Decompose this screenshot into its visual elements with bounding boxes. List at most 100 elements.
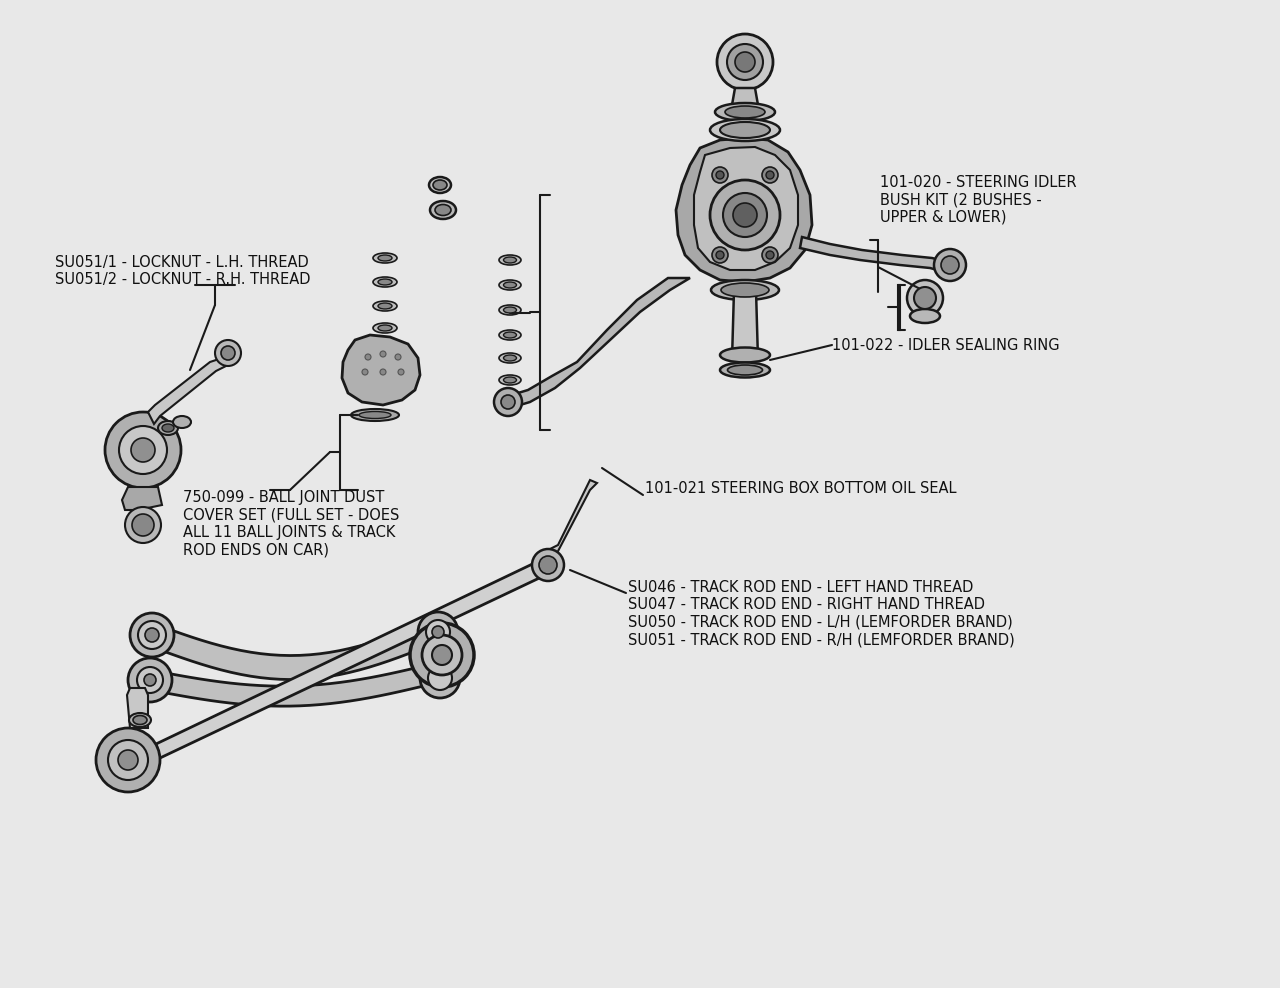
Circle shape	[710, 180, 780, 250]
Ellipse shape	[719, 363, 771, 377]
Circle shape	[934, 249, 966, 281]
Ellipse shape	[719, 122, 771, 138]
Circle shape	[433, 626, 444, 638]
Polygon shape	[342, 335, 420, 405]
Ellipse shape	[378, 303, 392, 309]
Circle shape	[96, 728, 160, 792]
Text: SU046 - TRACK ROD END - LEFT HAND THREAD
SU047 - TRACK ROD END - RIGHT HAND THRE: SU046 - TRACK ROD END - LEFT HAND THREAD…	[628, 580, 1015, 647]
Text: 101-021 STEERING BOX BOTTOM OIL SEAL: 101-021 STEERING BOX BOTTOM OIL SEAL	[645, 481, 956, 496]
Ellipse shape	[503, 307, 517, 313]
Circle shape	[396, 354, 401, 360]
Ellipse shape	[430, 201, 456, 219]
Ellipse shape	[372, 253, 397, 263]
Circle shape	[422, 635, 462, 675]
Circle shape	[908, 280, 943, 316]
Circle shape	[433, 645, 452, 665]
Ellipse shape	[727, 365, 763, 375]
Polygon shape	[548, 480, 596, 555]
Circle shape	[365, 354, 371, 360]
Ellipse shape	[710, 280, 780, 300]
Ellipse shape	[503, 257, 517, 263]
Ellipse shape	[719, 348, 771, 363]
Circle shape	[717, 34, 773, 90]
Circle shape	[712, 247, 728, 263]
Text: 101-020 - STEERING IDLER
BUSH KIT (2 BUSHES -
UPPER & LOWER): 101-020 - STEERING IDLER BUSH KIT (2 BUS…	[881, 175, 1076, 225]
Ellipse shape	[724, 106, 765, 118]
Circle shape	[941, 256, 959, 274]
Circle shape	[762, 167, 778, 183]
Ellipse shape	[433, 180, 447, 190]
Circle shape	[539, 556, 557, 574]
Circle shape	[733, 203, 756, 227]
Circle shape	[716, 171, 724, 179]
Ellipse shape	[499, 280, 521, 290]
Circle shape	[532, 549, 564, 581]
Ellipse shape	[358, 411, 390, 419]
Circle shape	[221, 346, 236, 360]
Ellipse shape	[716, 103, 774, 121]
Circle shape	[215, 340, 241, 366]
Polygon shape	[694, 147, 797, 270]
Circle shape	[410, 623, 474, 687]
Ellipse shape	[499, 353, 521, 363]
Circle shape	[500, 395, 515, 409]
Circle shape	[118, 750, 138, 770]
Polygon shape	[150, 662, 440, 706]
Circle shape	[419, 612, 458, 652]
Ellipse shape	[378, 325, 392, 331]
Text: SU051/1 - LOCKNUT - L.H. THREAD
SU051/2 - LOCKNUT - R.H. THREAD: SU051/1 - LOCKNUT - L.H. THREAD SU051/2 …	[55, 255, 311, 288]
Polygon shape	[676, 138, 812, 282]
Ellipse shape	[129, 713, 151, 727]
Circle shape	[132, 514, 154, 536]
Polygon shape	[732, 290, 758, 360]
Ellipse shape	[372, 323, 397, 333]
Ellipse shape	[721, 283, 769, 297]
Circle shape	[712, 167, 728, 183]
Ellipse shape	[503, 377, 517, 383]
Circle shape	[119, 426, 166, 474]
Circle shape	[131, 438, 155, 462]
Circle shape	[723, 193, 767, 237]
Ellipse shape	[163, 424, 174, 432]
Ellipse shape	[133, 715, 147, 724]
Circle shape	[143, 674, 156, 686]
Polygon shape	[122, 487, 163, 510]
Circle shape	[765, 251, 774, 259]
Polygon shape	[800, 237, 948, 272]
Ellipse shape	[372, 301, 397, 311]
Circle shape	[105, 412, 180, 488]
Polygon shape	[732, 88, 758, 105]
Circle shape	[108, 740, 148, 780]
Circle shape	[914, 287, 936, 309]
Circle shape	[128, 658, 172, 702]
Ellipse shape	[435, 205, 451, 215]
Circle shape	[428, 666, 452, 690]
Ellipse shape	[378, 255, 392, 261]
Circle shape	[398, 369, 404, 375]
Circle shape	[762, 247, 778, 263]
Circle shape	[380, 351, 387, 357]
Ellipse shape	[499, 305, 521, 315]
Text: 101-022 - IDLER SEALING RING: 101-022 - IDLER SEALING RING	[832, 338, 1060, 353]
Ellipse shape	[503, 332, 517, 338]
Circle shape	[380, 369, 387, 375]
Ellipse shape	[429, 177, 451, 193]
Ellipse shape	[710, 119, 780, 141]
Circle shape	[727, 44, 763, 80]
Circle shape	[426, 620, 451, 644]
Circle shape	[125, 507, 161, 543]
Ellipse shape	[499, 330, 521, 340]
Polygon shape	[152, 618, 438, 680]
Ellipse shape	[499, 255, 521, 265]
Polygon shape	[127, 688, 148, 728]
Circle shape	[716, 251, 724, 259]
Ellipse shape	[503, 282, 517, 288]
Circle shape	[362, 369, 369, 375]
Circle shape	[131, 613, 174, 657]
Ellipse shape	[351, 409, 399, 421]
Circle shape	[145, 628, 159, 642]
Circle shape	[765, 171, 774, 179]
Text: 750-099 - BALL JOINT DUST
COVER SET (FULL SET - DOES
ALL 11 BALL JOINTS & TRACK
: 750-099 - BALL JOINT DUST COVER SET (FUL…	[183, 490, 399, 557]
Ellipse shape	[499, 375, 521, 385]
Circle shape	[420, 658, 460, 698]
